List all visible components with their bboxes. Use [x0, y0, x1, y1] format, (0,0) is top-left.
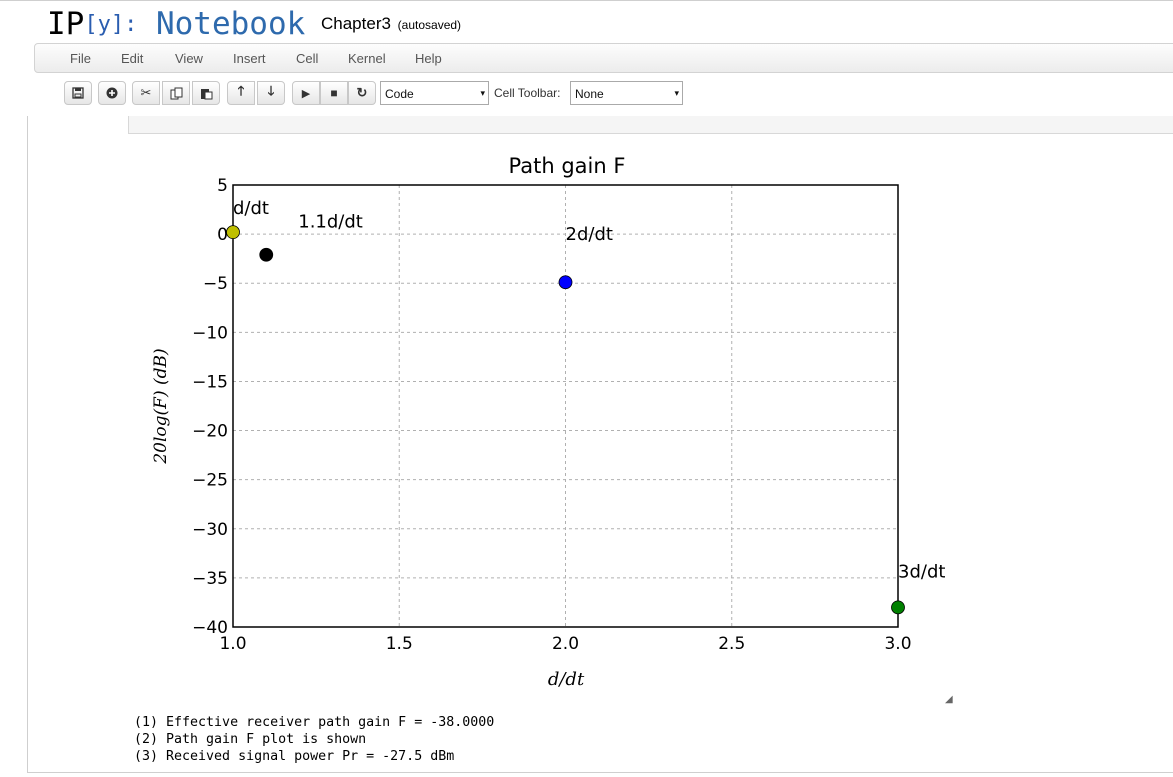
save-status: (autosaved) — [397, 18, 462, 32]
x-tick-label: 2.5 — [718, 634, 745, 654]
point-label: 1.1d/dt — [298, 212, 363, 233]
menu-help[interactable]: Help — [415, 51, 442, 66]
move-up-icon: 🡑 — [237, 83, 245, 98]
output-line: (1) Effective receiver path gain F = -38… — [134, 715, 495, 730]
logo-notebook: Notebook — [155, 6, 306, 42]
data-point — [226, 225, 240, 240]
logo-ip: IP — [47, 6, 85, 42]
menu-file[interactable]: File — [70, 51, 91, 66]
menu-cell[interactable]: Cell — [296, 51, 319, 66]
y-tick-label: −15 — [192, 372, 228, 392]
y-tick-label: −20 — [192, 422, 228, 442]
menubar: File Edit View Insert Cell Kernel Help — [34, 43, 1173, 73]
ipython-logo[interactable]: IP[y]: Notebook — [47, 4, 305, 48]
grid — [232, 184, 899, 628]
move-down-icon: 🡓 — [267, 83, 275, 98]
resize-handle-icon[interactable]: ◢ — [945, 694, 953, 705]
output-line: (3) Received signal power Pr = -27.5 dBm — [134, 749, 455, 764]
cell-output-text: (1) Effective receiver path gain F = -38… — [134, 714, 494, 765]
x-axis-label: d/dt — [548, 669, 585, 690]
restart-icon: ↻ — [356, 85, 368, 100]
move-down-button[interactable]: 🡓 — [257, 81, 285, 105]
point-label: 2d/dt — [566, 224, 613, 245]
y-tick-label: −40 — [192, 618, 228, 638]
chart-title: Path gain F — [509, 154, 626, 178]
y-tick-label: −35 — [192, 569, 228, 589]
y-tick-label: 0 — [217, 225, 228, 245]
chevron-down-icon: ▾ — [674, 88, 679, 98]
insert-cell-icon — [106, 87, 118, 99]
move-up-button[interactable]: 🡑 — [227, 81, 255, 105]
menu-view[interactable]: View — [175, 51, 203, 66]
cell-toolbar-label: Cell Toolbar: — [494, 86, 561, 100]
paste-icon — [200, 88, 212, 99]
header: IP[y]: Notebook Chapter3 (autosaved) — [0, 0, 1173, 45]
y-tick-label: −10 — [192, 323, 228, 343]
cell-type-select[interactable]: Code ▾ — [380, 81, 489, 105]
stop-icon: ■ — [330, 86, 338, 100]
y-tick-label: −25 — [192, 471, 228, 491]
y-tick-label: 5 — [217, 176, 228, 196]
save-button[interactable] — [64, 81, 92, 105]
notebook-name[interactable]: Chapter3 (autosaved) — [321, 14, 461, 34]
data-points: d/dt 1.1d/dt 2d/dt 3d/dt — [226, 198, 945, 615]
point-label: 3d/dt — [898, 561, 945, 582]
x-tick-label: 1.0 — [219, 634, 246, 654]
stop-button[interactable]: ■ — [320, 81, 348, 105]
menu-edit[interactable]: Edit — [121, 51, 144, 66]
x-tick-label: 1.5 — [386, 634, 413, 654]
cut-icon: ✂ — [140, 85, 152, 100]
toolbar: ✂ 🡑 🡓 ▶ ■ ↻ Code ▾ Cell Toolbar: None ▾ — [34, 72, 1173, 116]
chevron-down-icon: ▾ — [480, 88, 485, 98]
run-button[interactable]: ▶ — [292, 81, 320, 105]
run-icon: ▶ — [301, 87, 311, 100]
notebook-container — [27, 116, 1173, 773]
cut-button[interactable]: ✂ — [132, 81, 160, 105]
path-gain-plot: 1.0 1.5 2.0 2.5 3.0 5 0 −5 −10 −15 −20 −25 −30 −35 −40… — [151, 154, 945, 690]
copy-button[interactable] — [162, 81, 190, 105]
data-point — [558, 275, 573, 290]
plot-frame — [232, 184, 899, 628]
data-point — [891, 600, 905, 615]
cell-input-area[interactable] — [128, 116, 1173, 134]
axis-ticks: 1.0 1.5 2.0 2.5 3.0 5 0 −5 −10 −15 −20 −25 −30 −35 −40 — [192, 176, 911, 654]
paste-button[interactable] — [192, 81, 220, 105]
logo-y: [y]: — [84, 12, 138, 37]
output-line: (2) Path gain F plot is shown — [134, 732, 367, 747]
save-icon — [72, 87, 84, 99]
data-point — [259, 247, 274, 262]
notebook-title[interactable]: Chapter3 — [321, 14, 391, 33]
cell-type-value: Code — [385, 87, 414, 101]
cell-toolbar-value: None — [575, 87, 604, 101]
y-tick-label: −30 — [192, 520, 228, 540]
menu-insert[interactable]: Insert — [233, 51, 266, 66]
y-tick-label: −5 — [203, 274, 228, 294]
x-tick-label: 3.0 — [884, 634, 911, 654]
x-tick-label: 2.0 — [552, 634, 579, 654]
copy-icon — [170, 87, 182, 99]
insert-cell-button[interactable] — [98, 81, 126, 105]
y-axis-label: 20log(F) (dB) — [151, 348, 171, 464]
restart-button[interactable]: ↻ — [348, 81, 376, 105]
menu-kernel[interactable]: Kernel — [348, 51, 386, 66]
cell-toolbar-select[interactable]: None ▾ — [570, 81, 683, 105]
point-label: d/dt — [233, 198, 269, 219]
